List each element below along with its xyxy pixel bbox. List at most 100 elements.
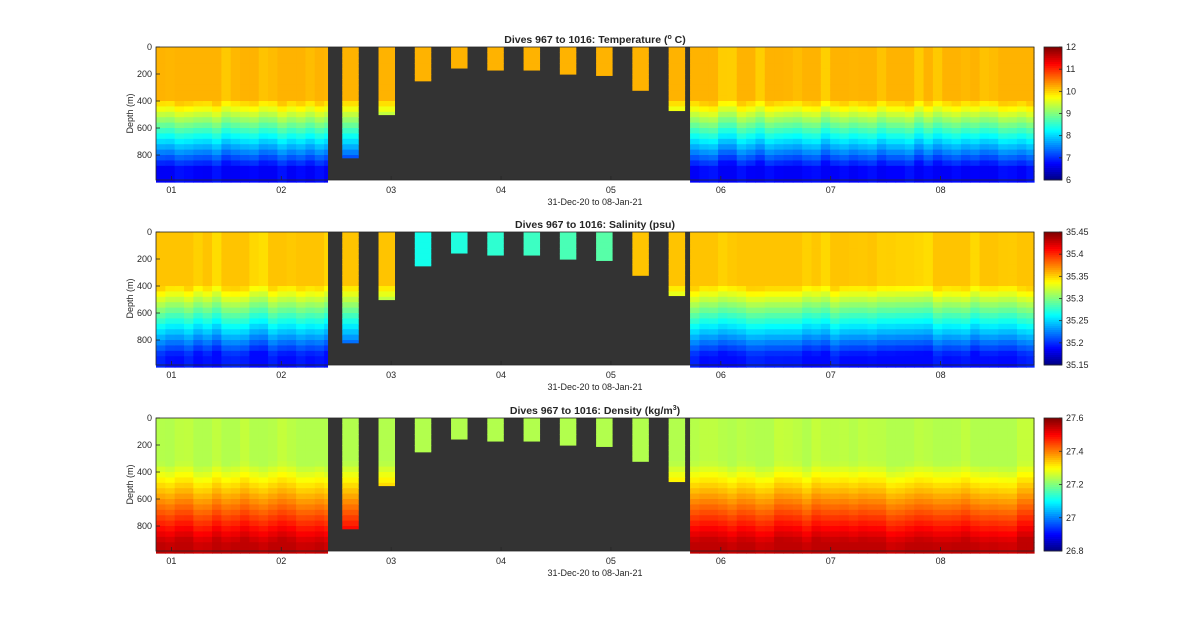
heatmap-cells	[156, 232, 1035, 368]
x-axis-label: 31-Dec-20 to 08-Jan-21	[547, 197, 642, 207]
shallow-dive-7	[559, 47, 577, 75]
axes-frame	[155, 231, 1035, 366]
x-tick-label: 02	[276, 370, 286, 380]
colorbar-tick-label: 35.15	[1066, 360, 1089, 370]
colorbar: 12 11 10 9 8 7 6	[1043, 42, 1076, 185]
colorbar: 27.6 27.4 27.2 27 26.8	[1043, 413, 1084, 556]
y-tick-label: 600	[137, 123, 152, 133]
shallow-dive-5	[487, 232, 504, 256]
y-tick-label: 800	[137, 150, 152, 160]
colorbar-tick-label: 27.4	[1066, 446, 1084, 456]
shallow-dive-10	[668, 418, 686, 483]
x-tick-label: 02	[276, 185, 286, 195]
colorbar-tick-label: 35.4	[1066, 249, 1084, 259]
shallow-dive-6	[523, 232, 541, 256]
x-tick-label: 08	[936, 556, 946, 566]
y-tick-label: 0	[147, 413, 152, 423]
shallow-dive-7	[559, 418, 577, 446]
shallow-dive-1	[342, 418, 359, 530]
shallow-dive-4	[451, 47, 468, 69]
panel-3: 0 200 400 600 800 01 02 03 04 05 06 07 08 Dives 967 t…	[125, 405, 1084, 578]
shallow-dive-2	[378, 418, 396, 487]
shallow-dive-6	[523, 47, 541, 71]
shallow-dive-3	[414, 418, 432, 453]
x-tick-label: 04	[496, 370, 506, 380]
x-tick-label: 05	[606, 556, 616, 566]
shallow-dive-3	[414, 232, 432, 267]
shallow-dive-5	[487, 418, 504, 442]
colorbar-tick-label: 26.8	[1066, 546, 1084, 556]
y-tick-label: 0	[147, 42, 152, 52]
y-axis-label: Depth (m)	[125, 93, 135, 133]
shallow-dive-4	[451, 232, 468, 254]
colorbar-tick-label: 6	[1066, 175, 1071, 185]
y-tick-label: 600	[137, 308, 152, 318]
colorbar: 35.45 35.4 35.35 35.3 35.25 35.2 35.15	[1043, 227, 1089, 370]
x-tick-label: 06	[716, 370, 726, 380]
y-tick-label: 200	[137, 440, 152, 450]
colorbar-tick-label: 35.35	[1066, 271, 1089, 281]
chart-title: Dives 967 to 1016: Density (kg/m3)	[510, 405, 680, 417]
shallow-dive-4	[451, 418, 468, 440]
shallow-dive-3	[414, 47, 432, 82]
x-axis-label: 31-Dec-20 to 08-Jan-21	[547, 382, 642, 392]
x-tick-label: 07	[826, 185, 836, 195]
heatmap-cells	[156, 47, 1035, 183]
x-tick-label: 06	[716, 185, 726, 195]
axes-frame	[155, 46, 1035, 181]
heatmap-cells	[156, 418, 1035, 554]
colorbar-tick-label: 35.25	[1066, 316, 1089, 326]
colorbar-tick-label: 11	[1066, 64, 1075, 74]
chart-title: Dives 967 to 1016: Salinity (psu)	[515, 219, 675, 231]
shallow-dive-6	[523, 418, 541, 442]
colorbar-tick-label: 10	[1066, 86, 1076, 96]
colorbar-tick-label: 8	[1066, 131, 1071, 141]
shallow-dive-9	[632, 232, 649, 276]
shallow-dive-9	[632, 47, 649, 91]
shallow-dive-8	[596, 418, 613, 447]
shallow-dive-2	[378, 47, 396, 116]
y-tick-label: 600	[137, 494, 152, 504]
axes-frame	[155, 417, 1035, 552]
y-axis-label: Depth (m)	[125, 278, 135, 318]
shallow-dive-10	[668, 232, 686, 297]
panel-1: 0 200 400 600 800 01 02 03 04 05 06 07 08 Dives 967 t…	[125, 34, 1076, 207]
y-tick-label: 800	[137, 521, 152, 531]
shallow-dive-2	[378, 232, 396, 301]
colorbar-tick-label: 35.3	[1066, 294, 1084, 304]
shallow-dive-1	[342, 232, 359, 344]
colorbar-tick-label: 7	[1066, 153, 1071, 163]
x-tick-label: 02	[276, 556, 286, 566]
shallow-dive-8	[596, 232, 613, 261]
shallow-dive-10	[668, 47, 686, 112]
y-tick-label: 200	[137, 69, 152, 79]
y-tick-label: 400	[137, 281, 152, 291]
colorbar-tick-label: 9	[1066, 109, 1071, 119]
x-tick-label: 04	[496, 556, 506, 566]
x-axis-label: 31-Dec-20 to 08-Jan-21	[547, 568, 642, 578]
x-tick-label: 03	[386, 185, 396, 195]
shallow-dive-1	[342, 47, 359, 159]
x-tick-label: 08	[936, 185, 946, 195]
x-tick-label: 01	[166, 556, 176, 566]
x-tick-label: 05	[606, 370, 616, 380]
x-tick-label: 03	[386, 556, 396, 566]
shallow-dive-5	[487, 47, 504, 71]
colorbar-tick-label: 35.45	[1066, 227, 1089, 237]
y-tick-label: 0	[147, 227, 152, 237]
chart-title: Dives 967 to 1016: Temperature (o C)	[504, 34, 686, 46]
colorbar-tick-label: 12	[1066, 42, 1076, 52]
colorbar-tick-label: 35.2	[1066, 338, 1084, 348]
x-tick-label: 04	[496, 185, 506, 195]
x-tick-label: 03	[386, 370, 396, 380]
x-tick-label: 01	[166, 185, 176, 195]
y-tick-label: 200	[137, 254, 152, 264]
shallow-dive-9	[632, 418, 649, 462]
x-tick-label: 07	[826, 370, 836, 380]
y-tick-label: 400	[137, 96, 152, 106]
x-tick-label: 07	[826, 556, 836, 566]
shallow-dive-8	[596, 47, 613, 76]
y-axis-label: Depth (m)	[125, 464, 135, 504]
x-tick-label: 05	[606, 185, 616, 195]
colorbar-tick-label: 27.6	[1066, 413, 1084, 423]
